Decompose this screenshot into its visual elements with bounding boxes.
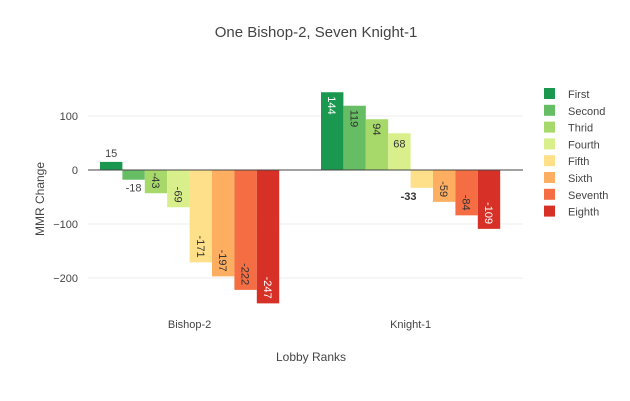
x-tick-label: Knight-1 bbox=[390, 319, 431, 331]
bar-fifth-knight-1 bbox=[410, 170, 433, 188]
legend-swatch bbox=[544, 104, 555, 116]
bar-second-bishop-2 bbox=[122, 170, 145, 180]
bar-seventh-bishop-2 bbox=[234, 170, 257, 290]
legend: First Second Thrid Fourth Fifth Sixth Seventh E… bbox=[544, 88, 608, 219]
bar-first-bishop-2 bbox=[100, 161, 123, 170]
legend-swatch bbox=[544, 172, 555, 183]
bar-thrid-knight-1 bbox=[365, 119, 389, 170]
bar-thrid-bishop-2 bbox=[144, 170, 168, 194]
legend-label: Fifth bbox=[568, 156, 589, 168]
bar-value-label: -59 bbox=[437, 181, 449, 197]
bar-value-label: 15 bbox=[105, 148, 117, 160]
bar-value-label: -43 bbox=[149, 173, 161, 189]
legend-item-thrid[interactable]: Thrid bbox=[544, 121, 593, 135]
legend-label: Eighth bbox=[568, 207, 599, 219]
x-tick-label: Bishop-2 bbox=[168, 319, 211, 331]
bar-eighth-bishop-2 bbox=[256, 170, 280, 304]
legend-label: First bbox=[568, 89, 589, 101]
legend-label: Fourth bbox=[568, 139, 600, 151]
bar-sixth-knight-1 bbox=[433, 170, 456, 202]
legend-item-sixth[interactable]: Sixth bbox=[544, 172, 592, 185]
bar-value-label: -18 bbox=[126, 183, 142, 195]
bar-value-label: 119 bbox=[348, 110, 360, 128]
legend-item-fourth[interactable]: Fourth bbox=[544, 138, 600, 151]
x-axis-title: Lobby Ranks bbox=[276, 350, 346, 364]
y-tick-label: 100 bbox=[60, 111, 78, 123]
bar-value-label: 144 bbox=[325, 96, 337, 114]
bar-value-label: -84 bbox=[460, 195, 472, 211]
legend-item-second[interactable]: Second bbox=[544, 104, 605, 118]
bar-fourth-knight-1 bbox=[388, 133, 411, 170]
bars bbox=[100, 92, 501, 304]
bar-value-label: -197 bbox=[216, 250, 228, 272]
bar-second-knight-1 bbox=[343, 105, 366, 170]
bar-value-label: -222 bbox=[239, 263, 251, 285]
bar-first-knight-1 bbox=[321, 92, 344, 170]
x-axis-ticks: Bishop-2 Knight-1 bbox=[168, 319, 431, 331]
legend-label: Sixth bbox=[568, 173, 592, 185]
y-tick-label: −100 bbox=[53, 219, 78, 231]
legend-item-fifth[interactable]: Fifth bbox=[544, 155, 589, 168]
y-tick-label: −200 bbox=[53, 273, 78, 285]
y-axis-ticks: 100 0 −100 −200 bbox=[53, 111, 78, 285]
legend-swatch bbox=[544, 138, 555, 150]
bar-fifth-bishop-2 bbox=[189, 170, 212, 263]
legend-swatch bbox=[544, 155, 555, 167]
bar-value-label: -69 bbox=[171, 187, 183, 203]
bar-eighth-knight-1 bbox=[477, 170, 501, 229]
bar-value-label: -33 bbox=[401, 191, 417, 203]
bar-value-label: -247 bbox=[261, 277, 273, 299]
legend-item-eighth[interactable]: Eighth bbox=[544, 205, 599, 219]
legend-swatch bbox=[544, 205, 555, 217]
bar-value-label: 94 bbox=[370, 123, 382, 135]
chart-title: One Bishop-2, Seven Knight-1 bbox=[215, 24, 418, 41]
legend-label: Thrid bbox=[568, 123, 593, 135]
legend-label: Second bbox=[568, 106, 605, 118]
bar-value-label: 68 bbox=[393, 138, 405, 150]
legend-swatch bbox=[544, 88, 555, 99]
legend-item-first[interactable]: First bbox=[544, 88, 589, 101]
legend-swatch bbox=[544, 121, 555, 133]
gridlines bbox=[88, 115, 523, 279]
bar-seventh-knight-1 bbox=[455, 170, 478, 216]
legend-swatch bbox=[544, 188, 555, 200]
bar-fourth-bishop-2 bbox=[167, 170, 190, 208]
bar-value-label: -171 bbox=[194, 236, 206, 258]
bar-sixth-bishop-2 bbox=[212, 170, 235, 277]
y-tick-label: 0 bbox=[72, 165, 78, 177]
legend-item-seventh[interactable]: Seventh bbox=[544, 188, 608, 202]
bar-labels: 15 -18 -43 -69 -171 -197 -222 -247 144 119 94 68 -33… bbox=[105, 96, 494, 298]
bar-value-label: -109 bbox=[482, 202, 494, 224]
y-axis-title: MMR Change bbox=[33, 162, 47, 236]
legend-label: Seventh bbox=[568, 190, 608, 202]
